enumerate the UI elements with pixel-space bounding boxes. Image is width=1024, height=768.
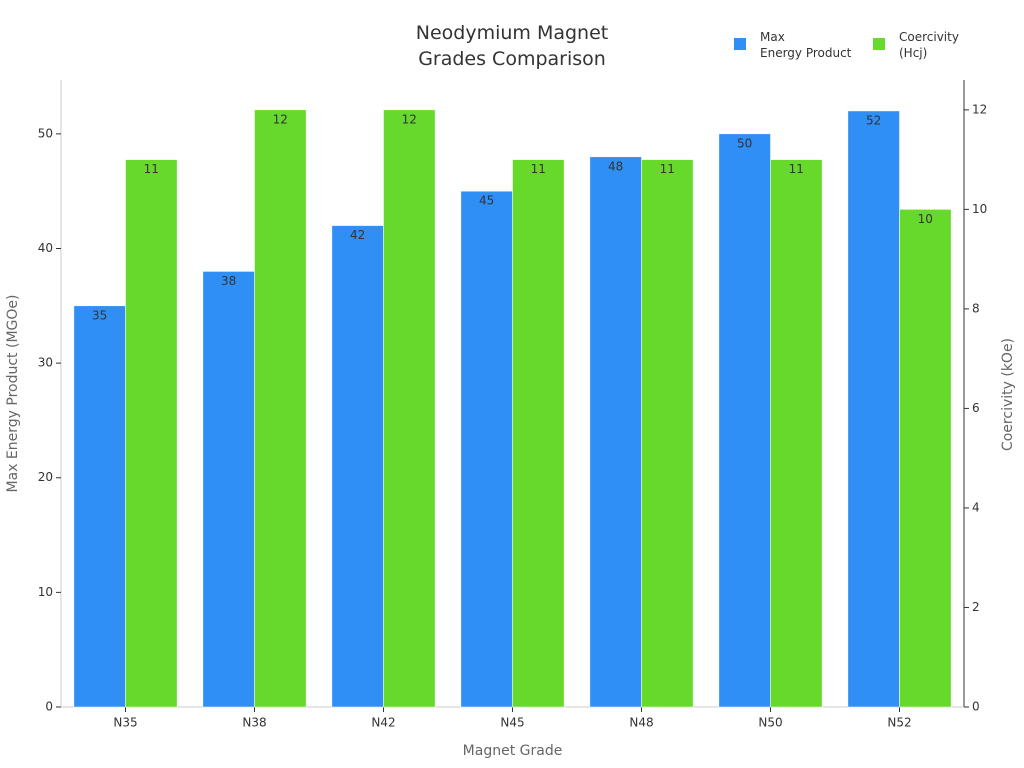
data-label: 38 <box>221 274 236 288</box>
data-label: 11 <box>660 162 675 176</box>
y-tick-label: 50 <box>38 126 53 140</box>
y2-axis-label: Coercivity (kOe) <box>1000 338 1016 451</box>
y2-tick-label: 12 <box>972 102 987 116</box>
bar <box>847 110 900 708</box>
data-label: 11 <box>144 162 159 176</box>
x-tick-label: N35 <box>113 716 137 730</box>
legend-label: Coercivity (Hcj) <box>899 30 959 60</box>
data-label: 10 <box>918 212 933 226</box>
bar <box>383 109 436 708</box>
bar <box>254 109 307 708</box>
y-tick-label: 10 <box>38 585 53 599</box>
legend-swatch <box>873 38 885 50</box>
bar <box>331 225 384 708</box>
x-tick-label: N45 <box>500 716 524 730</box>
y-tick-label: 40 <box>38 241 53 255</box>
legend-label: Max Energy Product <box>760 30 852 60</box>
bar <box>73 305 126 708</box>
x-tick-label: N50 <box>758 716 782 730</box>
bar <box>125 159 178 708</box>
x-tick-label: N42 <box>371 716 395 730</box>
bar <box>718 133 771 708</box>
bar <box>460 190 513 708</box>
legend-swatch <box>734 38 746 50</box>
y2-tick-label: 8 <box>972 301 980 315</box>
x-tick-label: N38 <box>242 716 266 730</box>
bar <box>899 209 952 708</box>
bar <box>202 271 255 708</box>
bar <box>641 159 694 708</box>
data-label: 52 <box>866 113 881 127</box>
y2-tick-label: 6 <box>972 401 980 415</box>
bar <box>770 159 823 708</box>
y-tick-label: 0 <box>45 700 53 714</box>
data-label: 45 <box>479 194 494 208</box>
y2-tick-label: 2 <box>972 600 980 614</box>
data-label: 42 <box>350 228 365 242</box>
data-label: 12 <box>273 112 288 126</box>
chart-title: Neodymium Magnet Grades Comparison <box>415 22 609 70</box>
data-label: 11 <box>531 162 546 176</box>
x-tick-label: N48 <box>629 716 653 730</box>
y-tick-label: 20 <box>38 470 53 484</box>
y-tick-label: 30 <box>38 356 53 370</box>
data-label: 12 <box>402 112 417 126</box>
data-label: 11 <box>789 162 804 176</box>
y-axis-label: Max Energy Product (MGOe) <box>5 295 21 493</box>
x-tick-label: N52 <box>887 716 911 730</box>
y2-tick-label: 10 <box>972 202 987 216</box>
data-label: 50 <box>737 136 752 150</box>
bar <box>589 156 642 708</box>
y2-tick-label: 0 <box>972 700 980 714</box>
data-label: 48 <box>608 159 623 173</box>
x-axis-label: Magnet Grade <box>463 743 563 759</box>
data-label: 35 <box>92 308 107 322</box>
bar <box>512 159 565 708</box>
y2-tick-label: 4 <box>972 500 980 514</box>
